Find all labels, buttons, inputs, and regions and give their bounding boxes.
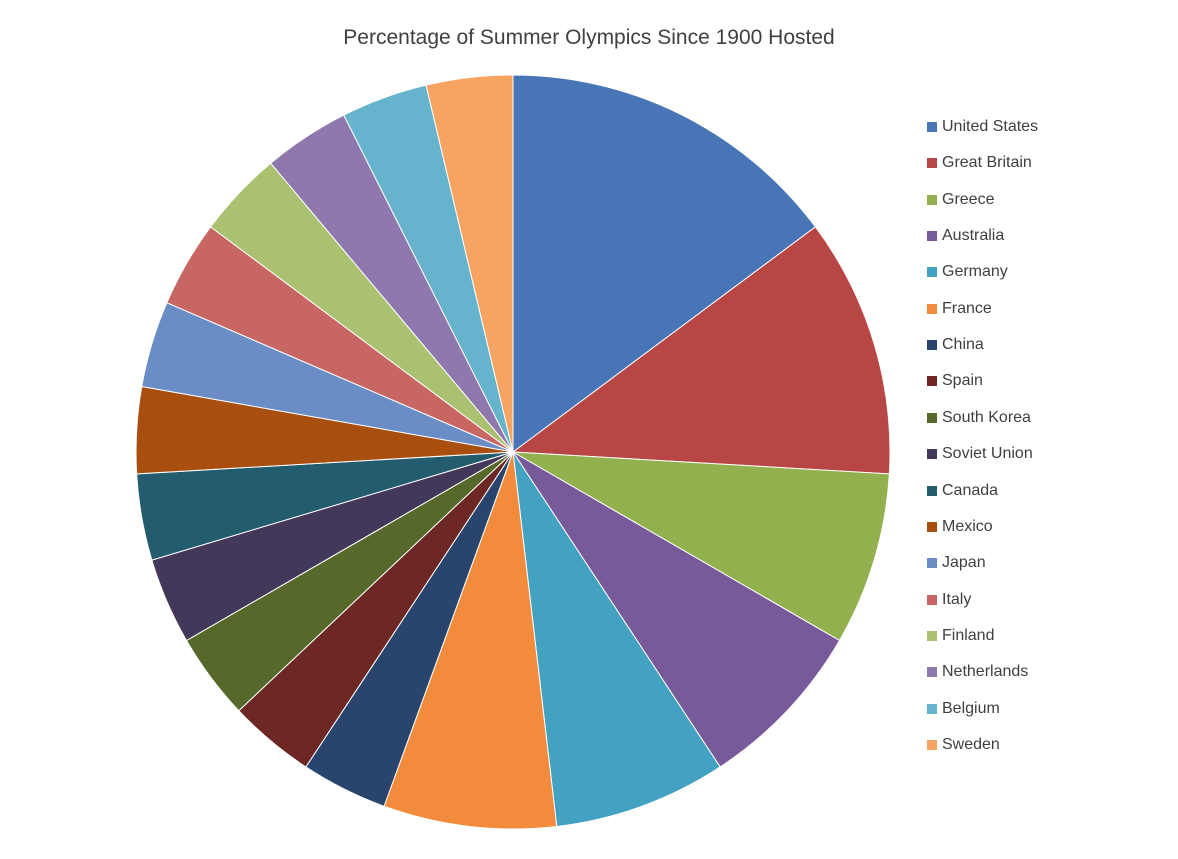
legend-item-belgium: Belgium bbox=[927, 698, 1000, 720]
legend-swatch bbox=[927, 630, 937, 641]
legend-item-netherlands: Netherlands bbox=[927, 661, 1028, 683]
legend-item-spain: Spain bbox=[927, 370, 983, 392]
legend-swatch bbox=[927, 521, 937, 532]
legend-label: Australia bbox=[942, 227, 1005, 245]
legend-swatch bbox=[927, 122, 937, 132]
legend-swatch bbox=[927, 558, 937, 569]
legend-label: Finland bbox=[942, 626, 995, 644]
pie-slices bbox=[135, 74, 891, 830]
legend-label: Soviet Union bbox=[942, 445, 1033, 463]
pie-slice-greece bbox=[512, 451, 890, 642]
legend-label: United States bbox=[942, 118, 1039, 135]
legend-swatch bbox=[927, 158, 937, 169]
legend-swatch bbox=[927, 303, 937, 314]
legend-item-united-states: United States bbox=[927, 116, 1038, 138]
legend-swatch bbox=[927, 667, 937, 678]
legend-swatch bbox=[927, 231, 937, 242]
legend-label: Japan bbox=[942, 554, 986, 572]
legend-label: South Korea bbox=[942, 408, 1031, 426]
legend-label: Netherlands bbox=[942, 663, 1029, 681]
legend-swatch bbox=[927, 376, 937, 387]
legend-label: China bbox=[942, 336, 984, 354]
legend-swatch bbox=[927, 485, 937, 496]
legend-swatch bbox=[927, 739, 937, 750]
legend-item-south-korea: South Korea bbox=[927, 407, 1031, 429]
legend-item-china: China bbox=[927, 334, 984, 356]
legend-label: Great Britain bbox=[942, 154, 1032, 172]
pie-slice-sweden bbox=[425, 74, 514, 453]
legend-swatch bbox=[927, 703, 937, 714]
legend-label: Canada bbox=[942, 481, 999, 499]
legend-label: Greece bbox=[942, 190, 995, 208]
pie-slice-australia bbox=[512, 451, 841, 768]
legend-item-finland: Finland bbox=[927, 625, 994, 647]
legend-item-greece: Greece bbox=[927, 189, 994, 211]
legend-label: Sweden bbox=[942, 735, 1000, 753]
legend-item-japan: Japan bbox=[927, 552, 986, 574]
pie-slice-great-britain bbox=[511, 226, 891, 475]
legend-swatch bbox=[927, 267, 937, 278]
legend-item-great-britain: Great Britain bbox=[927, 152, 1032, 174]
legend-label: Mexico bbox=[942, 517, 993, 535]
legend-item-sweden: Sweden bbox=[927, 734, 1000, 756]
legend-label: Spain bbox=[942, 372, 983, 390]
legend-swatch bbox=[927, 449, 937, 460]
pie-slice-germany bbox=[512, 451, 721, 828]
legend-label: Germany bbox=[942, 263, 1008, 281]
legend-label: Belgium bbox=[942, 699, 1000, 717]
legend-item-soviet-union: Soviet Union bbox=[927, 443, 1033, 465]
legend-swatch bbox=[927, 594, 937, 605]
legend-swatch bbox=[927, 340, 937, 351]
legend-item-australia: Australia bbox=[927, 225, 1004, 247]
legend-item-mexico: Mexico bbox=[927, 516, 993, 538]
pie-slice-france bbox=[383, 451, 558, 830]
legend-swatch bbox=[927, 194, 937, 205]
legend-item-canada: Canada bbox=[927, 480, 998, 502]
legend-item-italy: Italy bbox=[927, 589, 971, 611]
pie-slice-united-states bbox=[512, 74, 817, 453]
legend-item-germany: Germany bbox=[927, 261, 1008, 283]
legend-swatch bbox=[927, 412, 937, 423]
legend-item-france: France bbox=[927, 298, 992, 320]
legend-label: France bbox=[942, 299, 992, 317]
legend-label: Italy bbox=[942, 590, 972, 608]
chart-title: Percentage of Summer Olympics Since 1900… bbox=[343, 26, 835, 49]
